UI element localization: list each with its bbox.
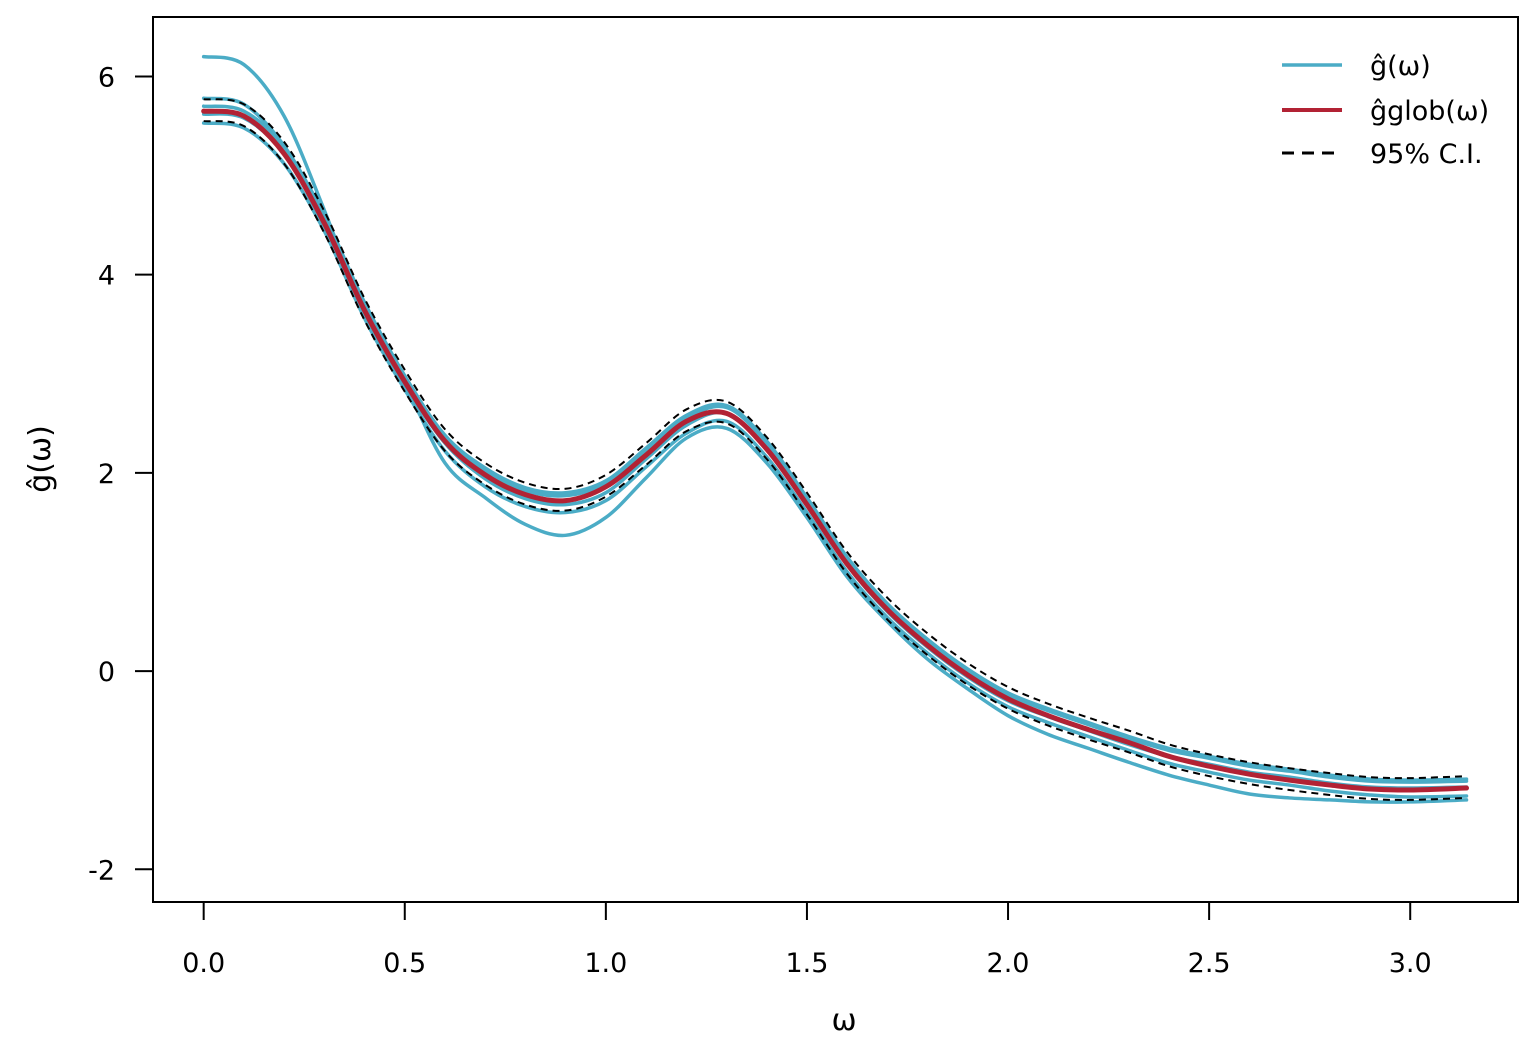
legend-label-global: ĝglob(ω) (1370, 96, 1489, 127)
x-tick-label: 2.0 (987, 948, 1030, 979)
y-axis: -2 0 2 4 6 (88, 62, 154, 886)
x-tick-label: 0.5 (383, 948, 426, 979)
x-tick-label: 3.0 (1389, 948, 1432, 979)
series-line-individual-0 (201, 54, 1469, 804)
y-tick-label: 2 (98, 459, 115, 490)
series-line-individual-1 (201, 96, 1469, 782)
series-line-ci-6 (203, 98, 1467, 780)
x-axis: 0.0 0.5 1.0 1.5 2.0 2.5 3.0 (182, 901, 1432, 979)
series-layer (201, 54, 1470, 804)
x-axis-title: ω (831, 1003, 856, 1038)
x-tick-label: 1.0 (584, 948, 627, 979)
legend-label-individual: ĝ(ω) (1370, 51, 1431, 82)
plot-frame (152, 16, 1519, 903)
series-line-ci-7 (203, 120, 1467, 801)
y-tick-label: 6 (98, 62, 115, 93)
legend-label-ci: 95% C.I. (1370, 139, 1483, 170)
x-tick-label: 0.0 (182, 948, 225, 979)
series-line-global-5 (201, 108, 1470, 793)
y-tick-label: 4 (98, 261, 115, 292)
legend: ĝ(ω) ĝglob(ω) 95% C.I. (1282, 51, 1489, 170)
y-tick-label: -2 (88, 855, 115, 886)
x-tick-label: 1.5 (785, 948, 828, 979)
series-line-individual-4 (201, 121, 1469, 799)
x-tick-label: 2.5 (1188, 948, 1231, 979)
series-line-individual-2 (201, 104, 1469, 784)
series-line-individual-3 (201, 112, 1469, 790)
y-tick-label: 0 (98, 657, 115, 688)
y-axis-title: ĝ(ω) (23, 425, 58, 493)
